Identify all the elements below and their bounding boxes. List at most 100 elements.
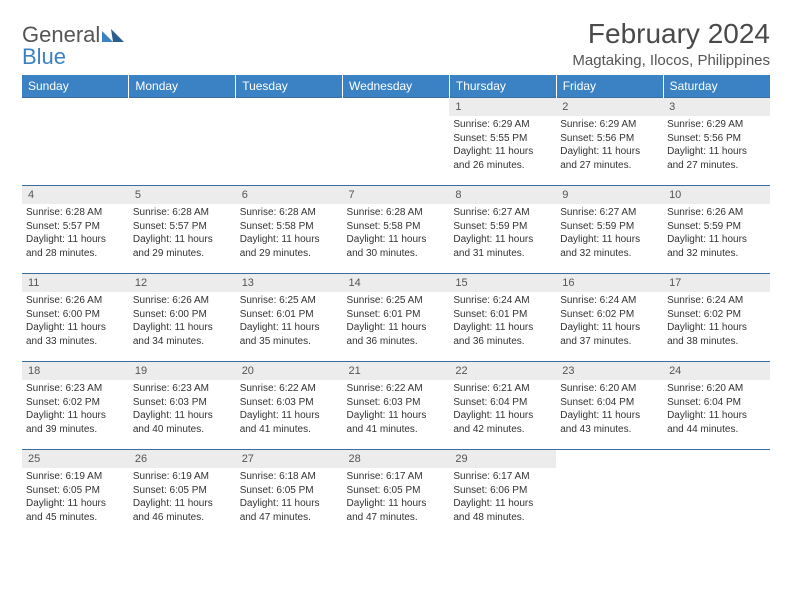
day-cell: 28Sunrise: 6:17 AMSunset: 6:05 PMDayligh… [343, 450, 450, 538]
day-cell: 10Sunrise: 6:26 AMSunset: 5:59 PMDayligh… [663, 186, 770, 274]
day-details: Sunrise: 6:17 AMSunset: 6:05 PMDaylight:… [343, 468, 450, 528]
sunrise-line: Sunrise: 6:26 AM [26, 294, 125, 308]
day-number: 10 [663, 186, 770, 204]
day-details: Sunrise: 6:22 AMSunset: 6:03 PMDaylight:… [236, 380, 343, 440]
sunrise-line: Sunrise: 6:26 AM [133, 294, 232, 308]
sunset-line: Sunset: 6:00 PM [133, 308, 232, 322]
day-number: 23 [556, 362, 663, 380]
sunset-line: Sunset: 6:03 PM [133, 396, 232, 410]
sunrise-line: Sunrise: 6:28 AM [347, 206, 446, 220]
day-number: 19 [129, 362, 236, 380]
day-cell: 27Sunrise: 6:18 AMSunset: 6:05 PMDayligh… [236, 450, 343, 538]
sunrise-line: Sunrise: 6:20 AM [667, 382, 766, 396]
day-header: Thursday [449, 75, 556, 98]
day-cell: 9Sunrise: 6:27 AMSunset: 5:59 PMDaylight… [556, 186, 663, 274]
day-details: Sunrise: 6:23 AMSunset: 6:03 PMDaylight:… [129, 380, 236, 440]
day-cell: 11Sunrise: 6:26 AMSunset: 6:00 PMDayligh… [22, 274, 129, 362]
day-details: Sunrise: 6:25 AMSunset: 6:01 PMDaylight:… [236, 292, 343, 352]
day-cell: 7Sunrise: 6:28 AMSunset: 5:58 PMDaylight… [343, 186, 450, 274]
daylight-line: Daylight: 11 hours and 38 minutes. [667, 321, 766, 348]
day-cell: 18Sunrise: 6:23 AMSunset: 6:02 PMDayligh… [22, 362, 129, 450]
daylight-line: Daylight: 11 hours and 34 minutes. [133, 321, 232, 348]
day-details: Sunrise: 6:20 AMSunset: 6:04 PMDaylight:… [556, 380, 663, 440]
daylight-line: Daylight: 11 hours and 29 minutes. [133, 233, 232, 260]
daylight-line: Daylight: 11 hours and 32 minutes. [667, 233, 766, 260]
day-number: 29 [449, 450, 556, 468]
day-details: Sunrise: 6:21 AMSunset: 6:04 PMDaylight:… [449, 380, 556, 440]
sunset-line: Sunset: 6:04 PM [560, 396, 659, 410]
sunset-line: Sunset: 5:56 PM [667, 132, 766, 146]
sunset-line: Sunset: 6:05 PM [347, 484, 446, 498]
day-cell: 24Sunrise: 6:20 AMSunset: 6:04 PMDayligh… [663, 362, 770, 450]
calendar-week-row: 18Sunrise: 6:23 AMSunset: 6:02 PMDayligh… [22, 362, 770, 450]
day-cell: 5Sunrise: 6:28 AMSunset: 5:57 PMDaylight… [129, 186, 236, 274]
day-details: Sunrise: 6:28 AMSunset: 5:58 PMDaylight:… [343, 204, 450, 264]
sunrise-line: Sunrise: 6:17 AM [453, 470, 552, 484]
calendar-week-row: 25Sunrise: 6:19 AMSunset: 6:05 PMDayligh… [22, 450, 770, 538]
sunset-line: Sunset: 6:00 PM [26, 308, 125, 322]
sunset-line: Sunset: 6:03 PM [347, 396, 446, 410]
day-number: 14 [343, 274, 450, 292]
daylight-line: Daylight: 11 hours and 37 minutes. [560, 321, 659, 348]
sunrise-line: Sunrise: 6:29 AM [560, 118, 659, 132]
day-number: 20 [236, 362, 343, 380]
day-number: 6 [236, 186, 343, 204]
day-cell: 3Sunrise: 6:29 AMSunset: 5:56 PMDaylight… [663, 98, 770, 186]
day-number: 1 [449, 98, 556, 116]
day-details: Sunrise: 6:23 AMSunset: 6:02 PMDaylight:… [22, 380, 129, 440]
brand-name-part2: Blue [22, 44, 66, 69]
sunset-line: Sunset: 5:58 PM [347, 220, 446, 234]
day-cell: 15Sunrise: 6:24 AMSunset: 6:01 PMDayligh… [449, 274, 556, 362]
day-cell: 16Sunrise: 6:24 AMSunset: 6:02 PMDayligh… [556, 274, 663, 362]
day-details: Sunrise: 6:27 AMSunset: 5:59 PMDaylight:… [556, 204, 663, 264]
day-cell: 23Sunrise: 6:20 AMSunset: 6:04 PMDayligh… [556, 362, 663, 450]
sunrise-line: Sunrise: 6:23 AM [26, 382, 125, 396]
daylight-line: Daylight: 11 hours and 27 minutes. [667, 145, 766, 172]
daylight-line: Daylight: 11 hours and 47 minutes. [240, 497, 339, 524]
brand-logo: GeneralBlue [22, 18, 124, 68]
day-number: 12 [129, 274, 236, 292]
day-header: Sunday [22, 75, 129, 98]
day-cell: 2Sunrise: 6:29 AMSunset: 5:56 PMDaylight… [556, 98, 663, 186]
sunset-line: Sunset: 5:58 PM [240, 220, 339, 234]
sunrise-line: Sunrise: 6:22 AM [347, 382, 446, 396]
daylight-line: Daylight: 11 hours and 39 minutes. [26, 409, 125, 436]
sunset-line: Sunset: 5:56 PM [560, 132, 659, 146]
day-cell: 4Sunrise: 6:28 AMSunset: 5:57 PMDaylight… [22, 186, 129, 274]
sunset-line: Sunset: 6:02 PM [667, 308, 766, 322]
calendar-table: SundayMondayTuesdayWednesdayThursdayFrid… [22, 75, 770, 538]
day-cell: 26Sunrise: 6:19 AMSunset: 6:05 PMDayligh… [129, 450, 236, 538]
day-number: 26 [129, 450, 236, 468]
day-header: Saturday [663, 75, 770, 98]
day-details: Sunrise: 6:29 AMSunset: 5:56 PMDaylight:… [556, 116, 663, 176]
day-number: 16 [556, 274, 663, 292]
day-details: Sunrise: 6:17 AMSunset: 6:06 PMDaylight:… [449, 468, 556, 528]
day-number: 24 [663, 362, 770, 380]
day-details: Sunrise: 6:24 AMSunset: 6:02 PMDaylight:… [556, 292, 663, 352]
sunrise-line: Sunrise: 6:25 AM [347, 294, 446, 308]
sunrise-line: Sunrise: 6:26 AM [667, 206, 766, 220]
sunset-line: Sunset: 6:02 PM [26, 396, 125, 410]
day-number: 5 [129, 186, 236, 204]
empty-cell [129, 98, 236, 186]
daylight-line: Daylight: 11 hours and 43 minutes. [560, 409, 659, 436]
day-number: 11 [22, 274, 129, 292]
day-cell: 17Sunrise: 6:24 AMSunset: 6:02 PMDayligh… [663, 274, 770, 362]
daylight-line: Daylight: 11 hours and 35 minutes. [240, 321, 339, 348]
calendar-week-row: 11Sunrise: 6:26 AMSunset: 6:00 PMDayligh… [22, 274, 770, 362]
day-number: 2 [556, 98, 663, 116]
sunrise-line: Sunrise: 6:18 AM [240, 470, 339, 484]
sunset-line: Sunset: 5:57 PM [133, 220, 232, 234]
day-cell: 1Sunrise: 6:29 AMSunset: 5:55 PMDaylight… [449, 98, 556, 186]
sunrise-line: Sunrise: 6:21 AM [453, 382, 552, 396]
day-cell: 13Sunrise: 6:25 AMSunset: 6:01 PMDayligh… [236, 274, 343, 362]
day-details: Sunrise: 6:26 AMSunset: 5:59 PMDaylight:… [663, 204, 770, 264]
calendar-week-row: 1Sunrise: 6:29 AMSunset: 5:55 PMDaylight… [22, 98, 770, 186]
day-details: Sunrise: 6:28 AMSunset: 5:58 PMDaylight:… [236, 204, 343, 264]
sunrise-line: Sunrise: 6:24 AM [560, 294, 659, 308]
day-cell: 22Sunrise: 6:21 AMSunset: 6:04 PMDayligh… [449, 362, 556, 450]
day-header: Wednesday [343, 75, 450, 98]
day-header: Tuesday [236, 75, 343, 98]
sunrise-line: Sunrise: 6:24 AM [667, 294, 766, 308]
daylight-line: Daylight: 11 hours and 36 minutes. [347, 321, 446, 348]
